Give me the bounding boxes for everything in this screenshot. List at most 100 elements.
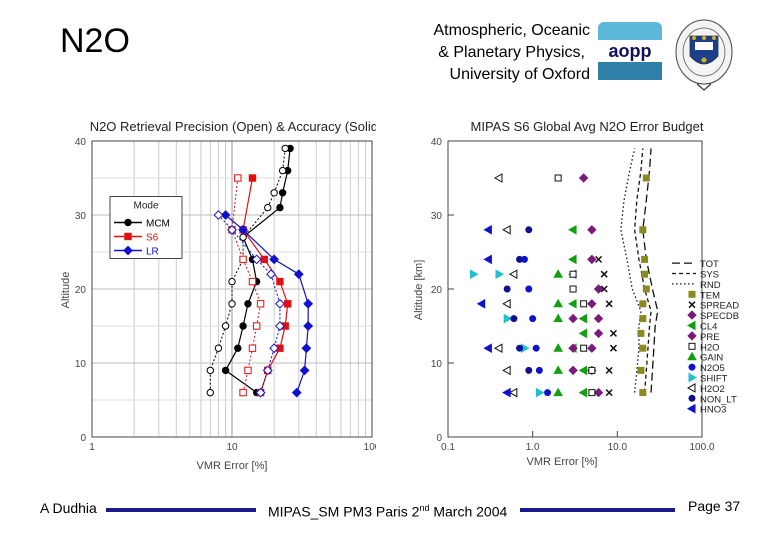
chart1-accuracy-point [276,277,284,286]
chart1-grid [91,140,373,438]
chart2-data-point [535,387,545,398]
chart2-y-tick-label: 20 [431,285,443,296]
chart2-data-point [578,313,588,324]
chart2-y-tick-label: 10 [431,359,443,370]
chart2-legend-marker [688,342,696,350]
event-name-sup: nd [419,503,430,513]
chart2-legend-label: SHIFT [700,374,728,385]
chart2-data-point [642,174,650,182]
chart2-x-tick-label: 0.1 [441,442,455,453]
chart1-precision-point [270,189,278,197]
footer-rule-right [520,508,675,512]
chart2-data-point [502,298,511,309]
chart1-precision-point [228,300,236,308]
chart2-data-point [553,298,564,308]
chart1-precision-point [214,344,223,352]
chart2-legend-label: TEM [700,290,720,301]
chart2-data-point [493,173,503,183]
chart2-data-point [483,254,492,265]
chart1-accuracy-point [299,365,310,376]
chart2-legend-label: RND [700,280,721,291]
event-name-tail: March 2004 [429,503,508,520]
chart1-precision-point [244,366,252,375]
chart2-data-point [544,389,552,397]
chart2-data-point [553,269,564,278]
chart2-data-point [568,343,578,353]
chart2-data-point [553,387,564,397]
chart1-precision-line [218,214,281,393]
chart1-precision-point [239,388,247,397]
chart1-accuracy-point [269,254,280,265]
chart2-data-point [493,343,503,354]
chart2-legend-marker [688,290,696,298]
chart1-precision-line [209,148,286,393]
chart2-data-point [568,365,578,376]
chart1-title: N2O Retrieval Precision (Open) & Accurac… [90,119,376,134]
chart2-data-point [502,365,511,376]
chart2-data-point [502,224,511,235]
chart1-precision-point [275,298,285,309]
event-name-main: MIPAS_SM PM3 Paris 2 [268,503,420,520]
chart1-precision-point [248,344,257,352]
chart1-precision-point [227,224,237,235]
chart1-y-tick-label: 20 [75,285,87,296]
chart2-y-tick-label: 0 [436,433,442,444]
chart2-data-point [605,389,613,397]
chart2-legend-marker [688,363,696,371]
chart1-accuracy-point [303,298,314,309]
chart2-data-point [639,389,647,397]
chart2-data-point [568,313,578,324]
chart2-data-point [600,270,608,278]
chart1-precision-point [255,387,266,398]
chart1-accuracy-point [248,174,257,182]
chart1-y-tick-label: 40 [75,137,87,148]
chart2-data-point [553,365,564,374]
chart1-accuracy-line [224,148,291,394]
chart2-legend-marker [688,394,696,402]
chart2-data-point [568,224,577,235]
chart2-data-point [588,366,596,374]
chart2-legend-label: SPECDB [700,311,739,322]
chart2-data-point [588,389,596,397]
chart1-precision-point [281,144,289,153]
chart1-legend-marker [123,245,133,256]
chart2-data-point [578,387,588,398]
chart2-data-point [593,387,604,398]
chart2-y-tick-label: 30 [431,211,443,222]
chart2-series [469,173,650,398]
chart2-legend-marker [687,351,697,361]
chart2-data-point [568,298,577,309]
chart2-data-point [503,313,513,324]
chart2-data-point [609,329,617,337]
chart2-data-point [639,315,647,323]
chart2-profile-lines [620,148,659,393]
chart1-precision-point [251,254,262,265]
chart2-data-point [510,315,518,323]
chart2-y-tick-label: 40 [431,137,443,148]
institution-line-3: University of Oxford [449,66,590,83]
chart1-accuracy-point [291,387,302,398]
chart2-legend-label: SYS [700,270,719,281]
chart1-precision-point [252,322,261,330]
university-crest [675,19,733,91]
chart1-accuracy-point [260,255,268,264]
chart1-x-tick-label: 1 [89,442,95,453]
chart2-data-point [641,255,649,263]
chart1-legend-marker [124,232,132,241]
chart2-legend-marker [687,310,697,320]
event-name: MIPAS_SM PM3 Paris 2nd March 2004 [268,503,507,520]
chart1-precision-point [269,343,280,354]
chart1-x-tick-label: 100 [364,442,376,453]
chart2-tot-line [642,148,659,393]
chart1-series [206,144,314,398]
chart2-y-label: Altitude [km] [413,260,425,321]
chart2-x-tick-label: 1.0 [526,442,540,453]
chart2-data-point [553,343,564,352]
chart2-data-point [502,387,511,398]
chart2-data-point [600,285,608,293]
chart1-precision-point [275,321,285,331]
chart2-data-point [529,315,537,323]
chart2-data-point [569,270,577,278]
chart2-data-point [532,344,540,352]
chart1-precision-point [228,277,236,286]
